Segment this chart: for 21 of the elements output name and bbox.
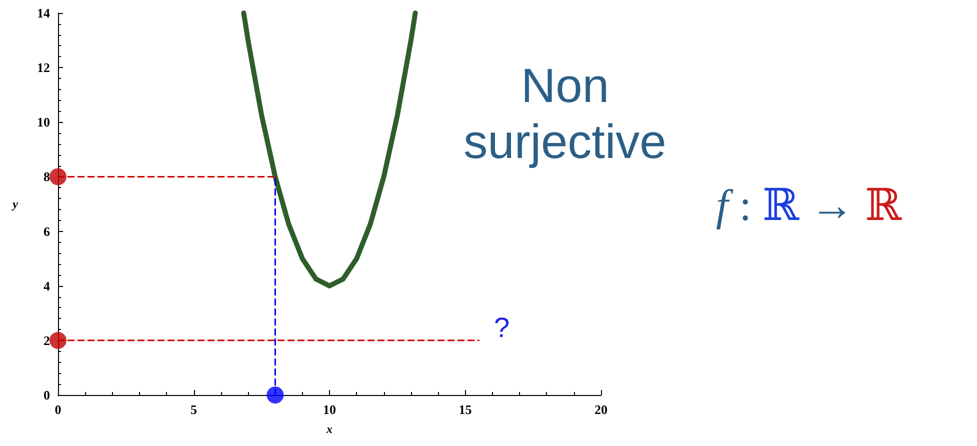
point [266, 386, 284, 404]
x-tick-label: 5 [190, 402, 198, 417]
point [50, 332, 66, 349]
y-tick-label: 12 [37, 60, 50, 76]
point [50, 168, 66, 186]
x-axis-title: x [326, 422, 332, 436]
y-tick-label: 14 [37, 6, 50, 20]
y-tick-label: 8 [44, 169, 50, 184]
x-tick-label: 20 [594, 402, 608, 417]
y-axis-title: y [10, 197, 19, 211]
y-tick-label: 0 [44, 388, 50, 402]
y-tick-label: 10 [37, 114, 50, 130]
x-tick-label: 0 [54, 402, 62, 417]
x-tick-label: 10 [323, 402, 336, 417]
y-tick-label: 2 [44, 332, 50, 348]
y-tick-label: 4 [44, 278, 50, 294]
y-tick-label: 6 [44, 224, 50, 239]
text: f : ℝ → ℝ [716, 181, 902, 230]
annotation: ? [494, 312, 510, 344]
x-tick-label: 15 [458, 402, 472, 417]
annotation: Non surjective [464, 59, 666, 171]
